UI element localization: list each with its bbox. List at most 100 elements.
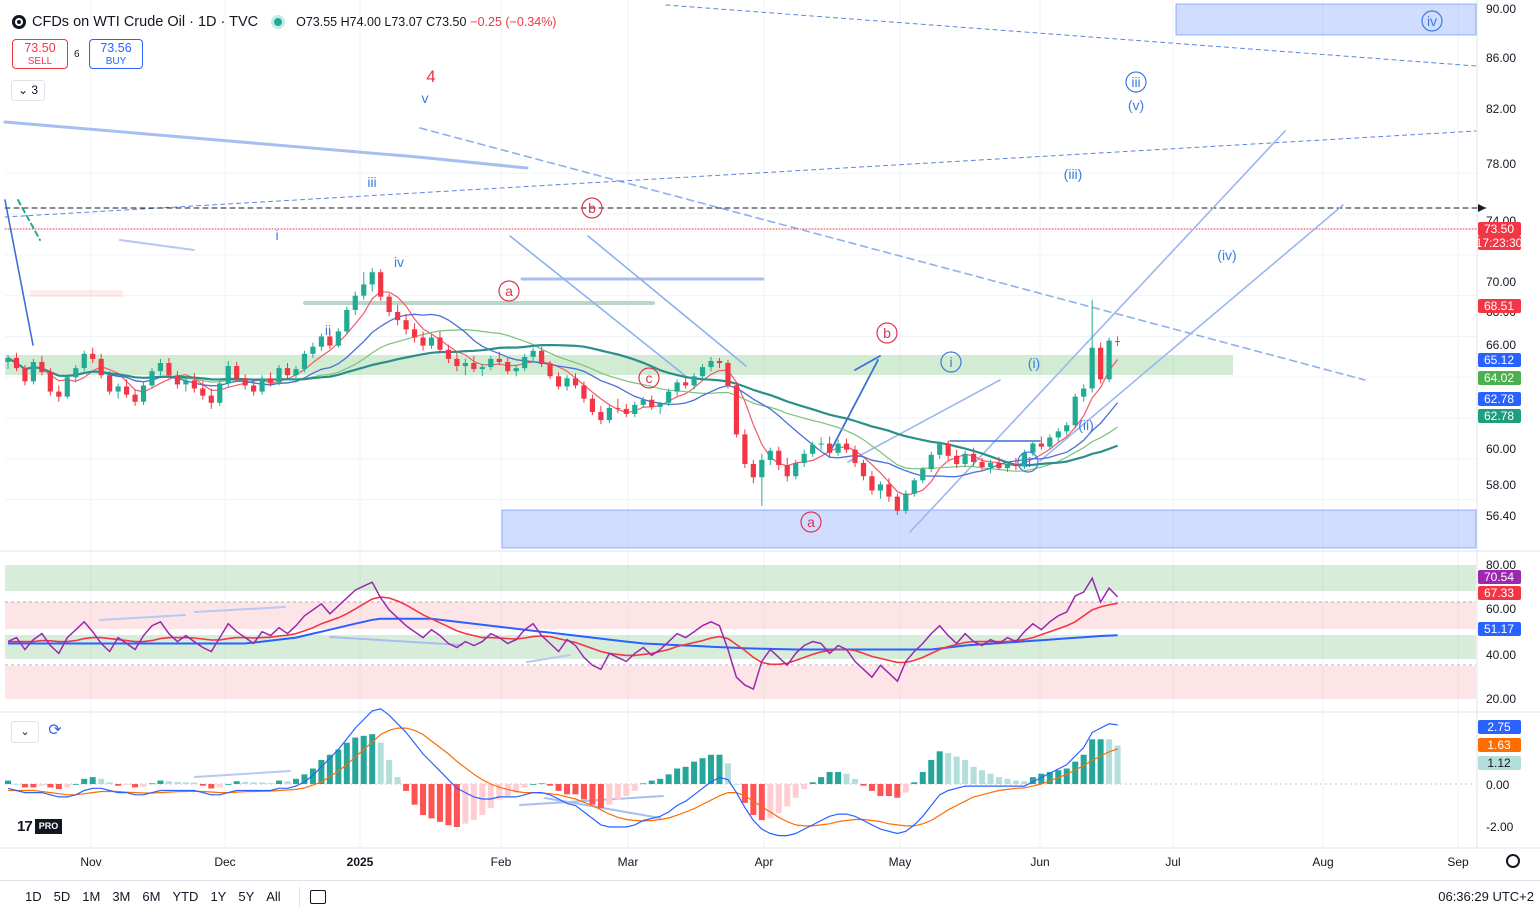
macd-histogram-bar — [394, 777, 401, 784]
macd-tick-label: -2.00 — [1486, 820, 1514, 834]
macd-histogram-bar — [1080, 754, 1087, 784]
time-tick-label: Jun — [1030, 855, 1049, 869]
macd-histogram-bar — [902, 784, 909, 793]
wave-circle — [940, 351, 962, 373]
demand-zone — [501, 509, 1477, 549]
downtrend-line — [416, 155, 529, 170]
price-tick-label: 66.00 — [1486, 338, 1516, 352]
wave-label: c — [646, 370, 653, 386]
rsi-slow-tag-bg — [1478, 622, 1521, 636]
time-axis[interactable]: Nov Dec 2025 Feb Mar Apr May Jun Jul Aug Sep — [80, 855, 1469, 869]
ma-blue-tag: 62.78 — [1478, 392, 1521, 406]
candle-body — [522, 356, 528, 369]
candle — [1106, 337, 1112, 383]
chart-canvas[interactable]: 4viiiiiviiabcbaiii(i)(ii)(iii)iii(v)(iv)… — [0, 0, 1540, 880]
calendar-icon[interactable] — [309, 889, 326, 904]
candle-body — [352, 295, 358, 310]
candle — [166, 357, 172, 379]
wave-label: b — [588, 200, 596, 216]
candle-body — [174, 375, 180, 385]
candle — [361, 272, 367, 300]
time-tick-label: Feb — [491, 855, 512, 869]
macd-histogram-bar — [750, 784, 757, 815]
support-zone — [5, 355, 1233, 375]
candle-body — [852, 449, 858, 463]
candle — [801, 449, 807, 468]
timeframe-3m[interactable]: 3M — [112, 889, 131, 904]
timeframe-6m[interactable]: 6M — [142, 889, 161, 904]
macd-hist-tag: 1.12 — [1478, 756, 1521, 770]
macd-histogram-bar — [936, 751, 943, 784]
chevron-down-icon[interactable]: ⌄ — [11, 721, 39, 743]
candle — [632, 401, 638, 418]
candle-body — [894, 496, 900, 511]
ma-fast-tag: 68.51 — [1478, 299, 1521, 313]
symbol-title[interactable]: CFDs on WTI Crude Oil · 1D · TVC — [32, 14, 259, 30]
candle-body — [242, 378, 248, 386]
gear-icon[interactable] — [1506, 854, 1520, 868]
candle-body — [776, 450, 782, 465]
macd-histogram-bar — [453, 784, 460, 827]
market-open-icon — [274, 18, 283, 26]
ma-fast-tag-bg — [1478, 299, 1521, 313]
candle-body — [513, 368, 519, 372]
candle — [691, 373, 697, 390]
candle — [1072, 393, 1078, 429]
candle-body — [1114, 341, 1121, 343]
timeframe-all[interactable]: All — [266, 889, 281, 904]
candle — [564, 375, 570, 391]
price-tick-label: 70.00 — [1486, 275, 1516, 289]
candle-body — [505, 361, 511, 372]
macd-value-tag-bg — [1478, 720, 1521, 734]
timeframe-5y[interactable]: 5Y — [238, 889, 255, 904]
macd-histogram-bar — [140, 784, 147, 787]
macd-histogram-bar — [182, 782, 189, 784]
indicators-collapse-button[interactable]: ⌄ 3 — [11, 80, 45, 101]
candle-body — [217, 383, 223, 403]
macd-histogram-bar — [301, 774, 308, 784]
timeframe-1m[interactable]: 1M — [82, 889, 101, 904]
candle-body — [157, 363, 164, 372]
candle-body — [318, 336, 324, 347]
candle-body — [691, 376, 697, 386]
candle — [267, 372, 274, 387]
macd-histogram-bar — [225, 784, 232, 785]
macd-histogram-bar — [970, 766, 977, 784]
timeframe-1d[interactable]: 1D — [25, 889, 42, 904]
rsi-tick-label: 80.00 — [1486, 558, 1516, 572]
candle-body — [437, 337, 443, 350]
tradingview-logo[interactable]: 17 PRO — [17, 818, 63, 835]
macd-histogram-bar — [818, 777, 825, 784]
ema-tag-text: 65.12 — [1484, 353, 1514, 367]
macd-histogram-bar — [564, 784, 571, 795]
wave-circle — [1017, 451, 1039, 473]
macd-histogram-bar — [945, 753, 952, 784]
candle-body — [996, 462, 1002, 469]
candle-body — [886, 484, 892, 497]
candle — [242, 374, 248, 390]
macd-histogram-bar — [1029, 777, 1036, 784]
timeframe-ytd[interactable]: YTD — [172, 889, 199, 904]
clock[interactable]: 06:36:29 UTC+2 — [1438, 889, 1534, 904]
price-tick-label: 60.00 — [1486, 442, 1516, 456]
macd-histogram-bar — [919, 771, 926, 784]
candle-body — [30, 361, 37, 382]
ma-slow-tag: 62.78 — [1478, 409, 1521, 423]
macd-histogram-bar — [953, 756, 960, 784]
refresh-icon[interactable]: ⟳ — [45, 721, 65, 741]
macd-histogram-bar — [682, 766, 689, 784]
candle — [640, 396, 646, 408]
timeframe-5d[interactable]: 5D — [53, 889, 71, 904]
macd-histogram-bar — [852, 778, 858, 784]
candle-body — [1081, 388, 1087, 397]
candle-body — [708, 360, 714, 368]
timeframe-1y[interactable]: 1Y — [210, 889, 227, 904]
sell-button[interactable]: 73.50 SELL — [12, 39, 68, 69]
macd-histogram-bar — [445, 784, 452, 826]
candle — [462, 358, 468, 376]
candle — [1098, 342, 1104, 384]
candle — [962, 450, 968, 468]
candle-body — [1038, 443, 1044, 447]
macd-signal-line — [8, 727, 1118, 827]
buy-button[interactable]: 73.56 BUY — [89, 39, 143, 69]
